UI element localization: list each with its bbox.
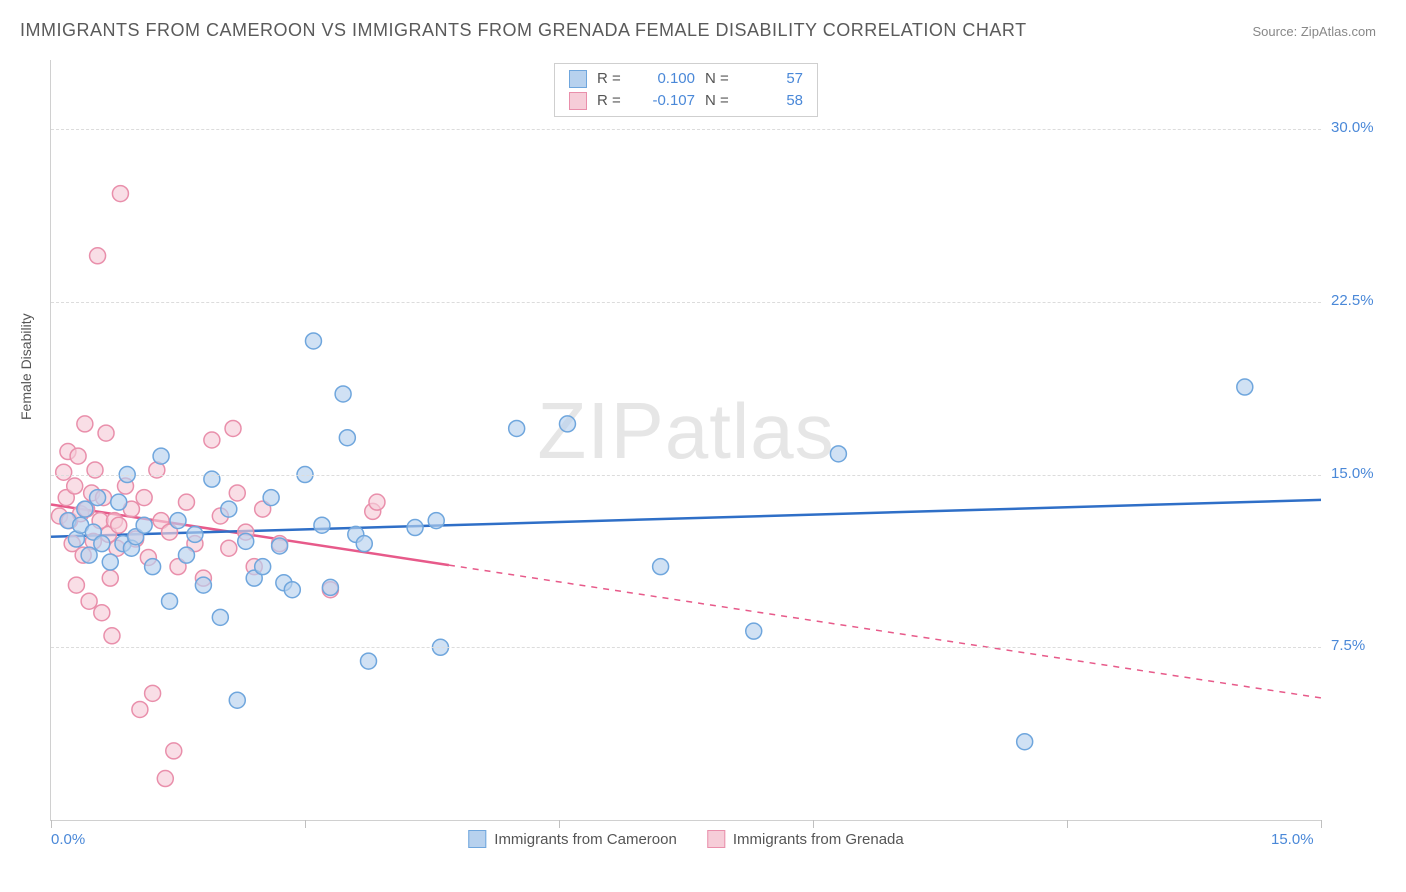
data-point bbox=[157, 771, 173, 787]
data-point bbox=[166, 743, 182, 759]
n-label: N = bbox=[705, 68, 733, 90]
data-point bbox=[102, 554, 118, 570]
n-value-grenada: 58 bbox=[743, 90, 803, 112]
data-point bbox=[56, 464, 72, 480]
data-point bbox=[339, 430, 355, 446]
data-point bbox=[98, 425, 114, 441]
legend-label-grenada: Immigrants from Grenada bbox=[733, 831, 904, 848]
data-point bbox=[145, 685, 161, 701]
data-point bbox=[221, 540, 237, 556]
data-point bbox=[77, 501, 93, 517]
data-point bbox=[238, 533, 254, 549]
data-point bbox=[67, 478, 83, 494]
data-point bbox=[428, 513, 444, 529]
y-tick-label: 7.5% bbox=[1331, 637, 1391, 654]
data-point bbox=[229, 485, 245, 501]
data-point bbox=[229, 692, 245, 708]
data-point bbox=[305, 333, 321, 349]
source-attribution: Source: ZipAtlas.com bbox=[1252, 24, 1376, 39]
data-point bbox=[77, 416, 93, 432]
series-legend: Immigrants from Cameroon Immigrants from… bbox=[468, 830, 903, 848]
swatch-grenada bbox=[569, 92, 587, 110]
r-label: R = bbox=[597, 90, 625, 112]
data-point bbox=[111, 517, 127, 533]
data-point bbox=[314, 517, 330, 533]
data-point bbox=[145, 559, 161, 575]
scatter-plot-svg bbox=[51, 60, 1321, 820]
data-point bbox=[195, 577, 211, 593]
legend-item-cameroon: Immigrants from Cameroon bbox=[468, 830, 677, 848]
data-point bbox=[111, 494, 127, 510]
data-point bbox=[68, 577, 84, 593]
y-tick-label: 30.0% bbox=[1331, 119, 1391, 136]
legend-row-cameroon: R = 0.100 N = 57 bbox=[569, 68, 803, 90]
data-point bbox=[335, 386, 351, 402]
swatch-grenada bbox=[707, 830, 725, 848]
r-value-grenada: -0.107 bbox=[635, 90, 695, 112]
data-point bbox=[87, 462, 103, 478]
data-point bbox=[81, 593, 97, 609]
data-point bbox=[178, 494, 194, 510]
data-point bbox=[361, 653, 377, 669]
chart-title: IMMIGRANTS FROM CAMEROON VS IMMIGRANTS F… bbox=[20, 20, 1027, 41]
data-point bbox=[90, 248, 106, 264]
data-point bbox=[225, 420, 241, 436]
data-point bbox=[102, 570, 118, 586]
data-point bbox=[132, 701, 148, 717]
data-point bbox=[653, 559, 669, 575]
data-point bbox=[90, 490, 106, 506]
correlation-legend: R = 0.100 N = 57 R = -0.107 N = 58 bbox=[554, 63, 818, 117]
y-axis-label: Female Disability bbox=[18, 313, 34, 420]
y-tick-label: 15.0% bbox=[1331, 465, 1391, 482]
legend-row-grenada: R = -0.107 N = 58 bbox=[569, 90, 803, 112]
swatch-cameroon bbox=[468, 830, 486, 848]
x-tick-label: 15.0% bbox=[1271, 831, 1314, 848]
n-label: N = bbox=[705, 90, 733, 112]
r-value-cameroon: 0.100 bbox=[635, 68, 695, 90]
data-point bbox=[1237, 379, 1253, 395]
swatch-cameroon bbox=[569, 70, 587, 88]
data-point bbox=[187, 526, 203, 542]
data-point bbox=[1017, 734, 1033, 750]
data-point bbox=[559, 416, 575, 432]
data-point bbox=[81, 547, 97, 563]
data-point bbox=[170, 513, 186, 529]
legend-label-cameroon: Immigrants from Cameroon bbox=[494, 831, 677, 848]
x-tick-label: 0.0% bbox=[51, 831, 85, 848]
data-point bbox=[284, 582, 300, 598]
data-point bbox=[221, 501, 237, 517]
data-point bbox=[112, 186, 128, 202]
data-point bbox=[136, 517, 152, 533]
data-point bbox=[94, 536, 110, 552]
data-point bbox=[255, 559, 271, 575]
data-point bbox=[407, 520, 423, 536]
data-point bbox=[369, 494, 385, 510]
data-point bbox=[263, 490, 279, 506]
data-point bbox=[322, 579, 338, 595]
legend-item-grenada: Immigrants from Grenada bbox=[707, 830, 904, 848]
data-point bbox=[70, 448, 86, 464]
data-point bbox=[212, 609, 228, 625]
data-point bbox=[153, 448, 169, 464]
data-point bbox=[272, 538, 288, 554]
data-point bbox=[356, 536, 372, 552]
data-point bbox=[104, 628, 120, 644]
data-point bbox=[162, 593, 178, 609]
data-point bbox=[136, 490, 152, 506]
data-point bbox=[204, 432, 220, 448]
r-label: R = bbox=[597, 68, 625, 90]
n-value-cameroon: 57 bbox=[743, 68, 803, 90]
data-point bbox=[746, 623, 762, 639]
data-point bbox=[94, 605, 110, 621]
y-tick-label: 22.5% bbox=[1331, 292, 1391, 309]
data-point bbox=[830, 446, 846, 462]
chart-plot-area: ZIPatlas R = 0.100 N = 57 R = -0.107 N =… bbox=[50, 60, 1321, 821]
data-point bbox=[178, 547, 194, 563]
data-point bbox=[509, 420, 525, 436]
